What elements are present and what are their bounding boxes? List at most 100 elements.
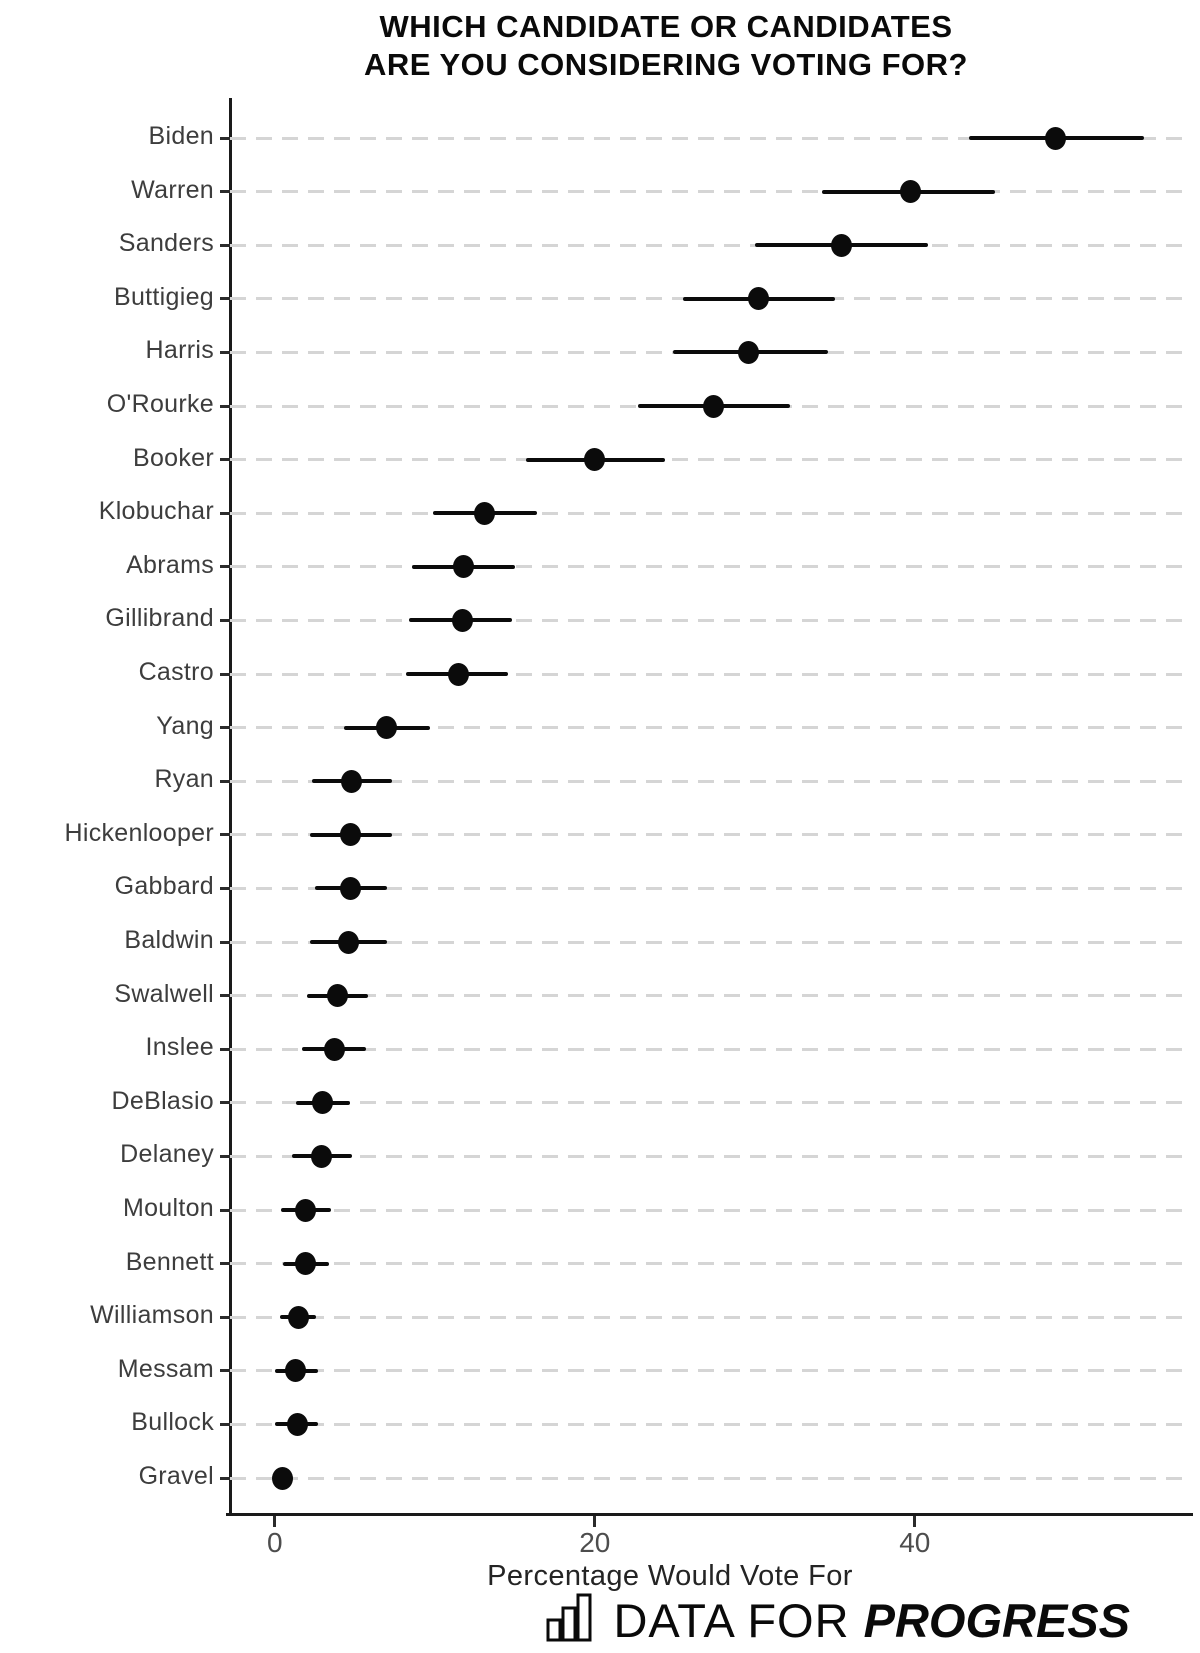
data-point <box>312 1091 334 1115</box>
chart-title-line1: WHICH CANDIDATE OR CANDIDATES <box>379 9 953 44</box>
x-tick-label: 40 <box>899 1527 931 1558</box>
category-label: Yang <box>156 711 214 740</box>
data-point <box>341 769 363 793</box>
gridline <box>230 1262 1190 1266</box>
category-label: Hickenlooper <box>64 818 214 847</box>
chart-title-line2: ARE YOU CONSIDERING VOTING FOR? <box>364 46 968 82</box>
category-label: Klobuchar <box>98 497 214 526</box>
gridline <box>230 618 1190 622</box>
data-point <box>323 1037 345 1061</box>
data-point <box>747 287 769 311</box>
y-tick <box>220 511 230 515</box>
x-tick <box>913 1516 917 1527</box>
category-label: Castro <box>138 658 214 686</box>
data-point <box>337 930 359 954</box>
category-label: Bullock <box>131 1408 214 1437</box>
data-point <box>339 876 361 900</box>
data-point <box>339 823 361 847</box>
gridline <box>230 672 1190 676</box>
y-tick <box>220 726 230 730</box>
y-tick <box>220 779 230 783</box>
gridline <box>230 886 1190 890</box>
data-point <box>272 1466 294 1490</box>
y-tick <box>220 458 230 462</box>
x-tick <box>593 1516 597 1527</box>
data-point <box>584 448 606 472</box>
y-tick <box>220 672 230 676</box>
x-axis-line <box>226 1513 1193 1516</box>
y-tick <box>220 190 230 194</box>
gridline <box>230 1476 1190 1480</box>
data-point <box>294 1198 316 1222</box>
gridline <box>230 243 1190 247</box>
category-label: Biden <box>148 122 214 150</box>
data-point <box>286 1412 308 1436</box>
category-label: Delaney <box>120 1140 214 1169</box>
category-label: Booker <box>132 443 214 472</box>
data-point <box>288 1305 310 1329</box>
brand-prefix: DATA FOR <box>613 1594 850 1647</box>
y-tick <box>220 1422 230 1426</box>
y-tick <box>220 940 230 944</box>
x-tick-label: 0 <box>267 1527 283 1558</box>
data-point <box>326 984 348 1008</box>
category-label: Swalwell <box>114 979 214 1008</box>
y-tick <box>220 404 230 408</box>
gridline <box>230 726 1190 730</box>
data-point <box>830 233 852 257</box>
data-point <box>294 1252 316 1276</box>
data-point <box>453 555 475 579</box>
x-tick <box>273 1516 277 1527</box>
brand-logo: DATA FOR PROGRESS <box>545 1589 1130 1648</box>
category-label: Bennett <box>125 1247 214 1276</box>
gridline <box>230 565 1190 569</box>
y-tick <box>220 243 230 247</box>
category-label: Harris <box>145 336 214 365</box>
data-point <box>1045 126 1067 150</box>
gridline <box>230 1315 1190 1319</box>
data-point <box>310 1144 332 1168</box>
y-tick <box>220 1262 230 1266</box>
gridline <box>230 833 1190 837</box>
x-axis-title: Percentage Would Vote For <box>487 1560 853 1592</box>
gridline <box>230 458 1190 462</box>
brand-text: DATA FOR PROGRESS <box>613 1593 1130 1648</box>
y-tick <box>220 1476 230 1480</box>
y-tick <box>220 1047 230 1051</box>
category-label: Warren <box>131 175 214 204</box>
data-point <box>448 662 470 686</box>
data-point <box>899 180 921 204</box>
y-tick <box>220 350 230 354</box>
category-label: Abrams <box>126 550 214 579</box>
gridline <box>230 940 1190 944</box>
gridline <box>230 1369 1190 1373</box>
y-tick <box>220 618 230 622</box>
y-tick <box>220 297 230 301</box>
y-tick <box>220 886 230 890</box>
gridline <box>230 994 1190 998</box>
category-label: Gabbard <box>114 872 214 901</box>
category-label: DeBlasio <box>111 1086 214 1115</box>
data-point <box>737 340 759 364</box>
gridline <box>230 1422 1190 1426</box>
data-point <box>376 716 398 740</box>
category-label: Sanders <box>118 229 214 258</box>
y-tick <box>220 1315 230 1319</box>
data-point <box>451 608 473 632</box>
brand-suffix: PROGRESS <box>863 1594 1130 1647</box>
y-tick <box>220 994 230 998</box>
y-tick <box>220 1154 230 1158</box>
bar-chart-icon <box>545 1589 599 1648</box>
data-point <box>285 1359 307 1383</box>
y-tick <box>220 136 230 140</box>
gridline <box>230 1208 1190 1212</box>
y-tick <box>220 833 230 837</box>
gridline <box>230 511 1190 515</box>
gridline <box>230 779 1190 783</box>
y-tick <box>220 1101 230 1105</box>
x-tick-label: 20 <box>579 1527 611 1558</box>
gridline <box>230 1101 1190 1105</box>
data-point <box>473 501 495 525</box>
y-tick <box>220 1208 230 1212</box>
category-label: Baldwin <box>124 926 214 954</box>
